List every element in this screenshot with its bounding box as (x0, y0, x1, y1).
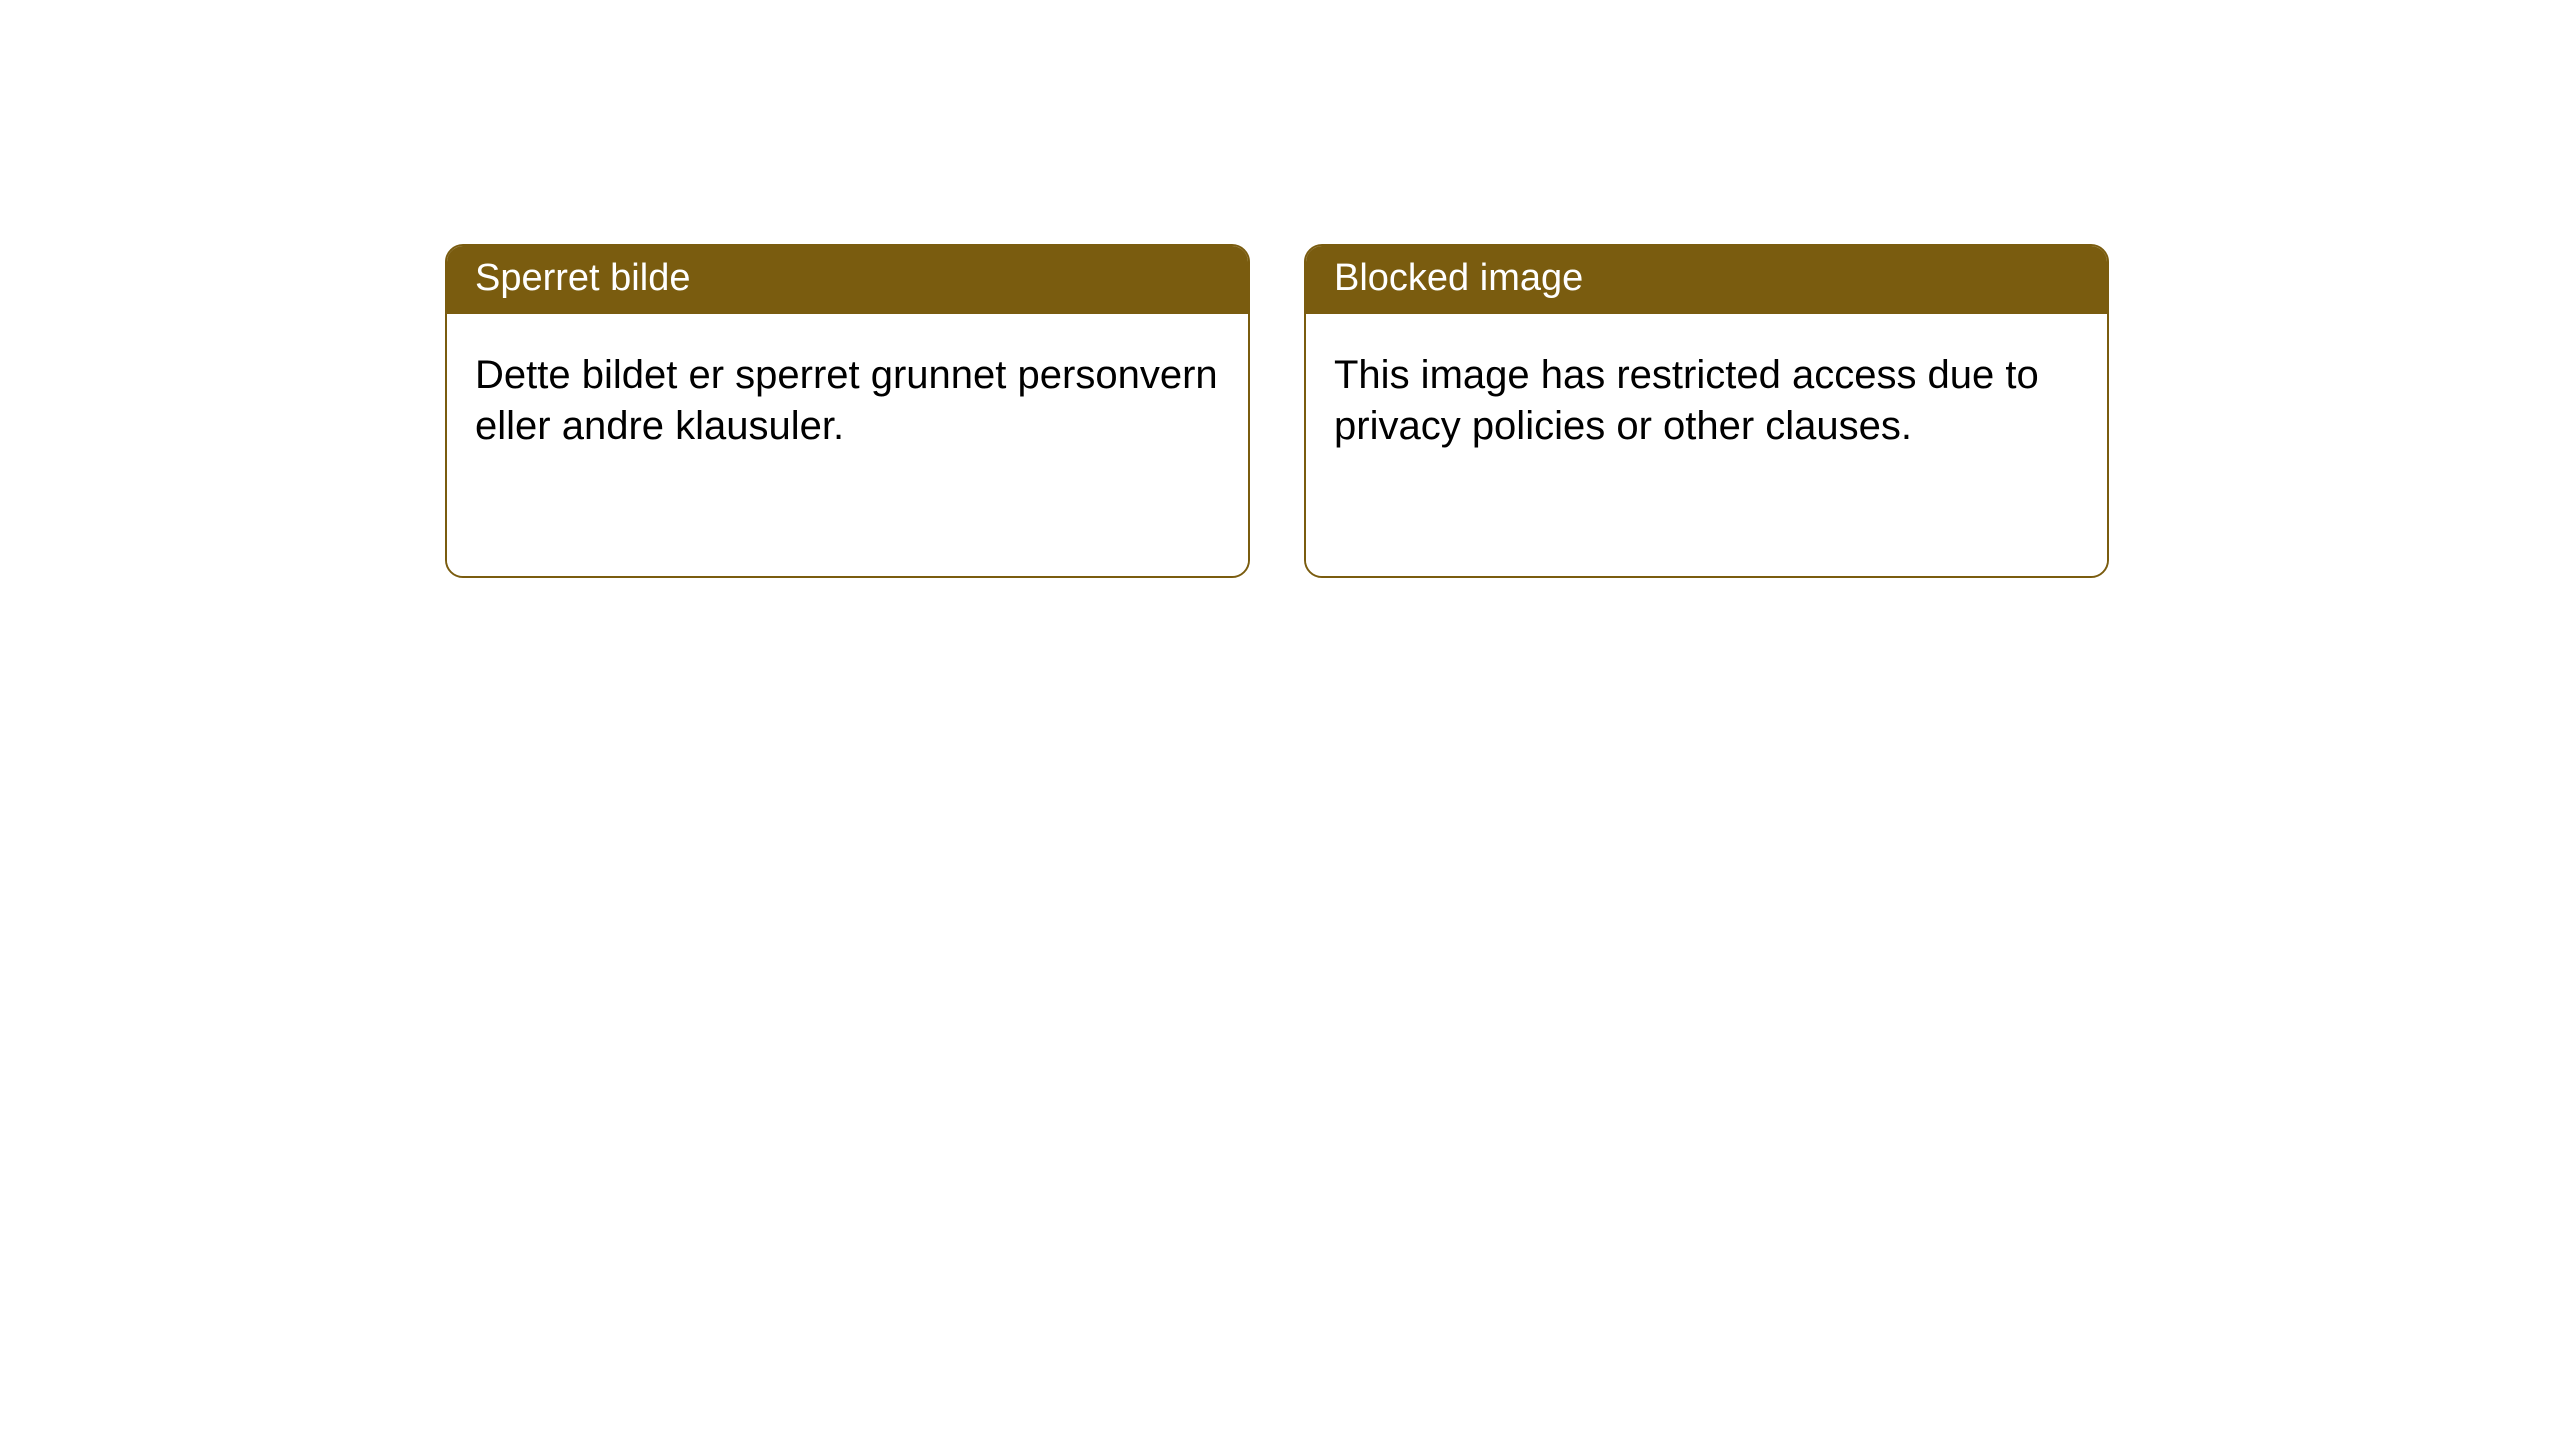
notice-body-text: This image has restricted access due to … (1334, 353, 2039, 448)
notice-box-english: Blocked image This image has restricted … (1304, 244, 2109, 578)
notice-box-norwegian: Sperret bilde Dette bildet er sperret gr… (445, 244, 1250, 578)
notice-header: Sperret bilde (447, 246, 1248, 314)
notice-title: Blocked image (1334, 257, 1583, 299)
notice-container: Sperret bilde Dette bildet er sperret gr… (0, 0, 2560, 578)
notice-title: Sperret bilde (475, 257, 690, 299)
notice-body: Dette bildet er sperret grunnet personve… (447, 314, 1248, 576)
notice-body-text: Dette bildet er sperret grunnet personve… (475, 353, 1218, 448)
notice-body: This image has restricted access due to … (1306, 314, 2107, 576)
notice-header: Blocked image (1306, 246, 2107, 314)
